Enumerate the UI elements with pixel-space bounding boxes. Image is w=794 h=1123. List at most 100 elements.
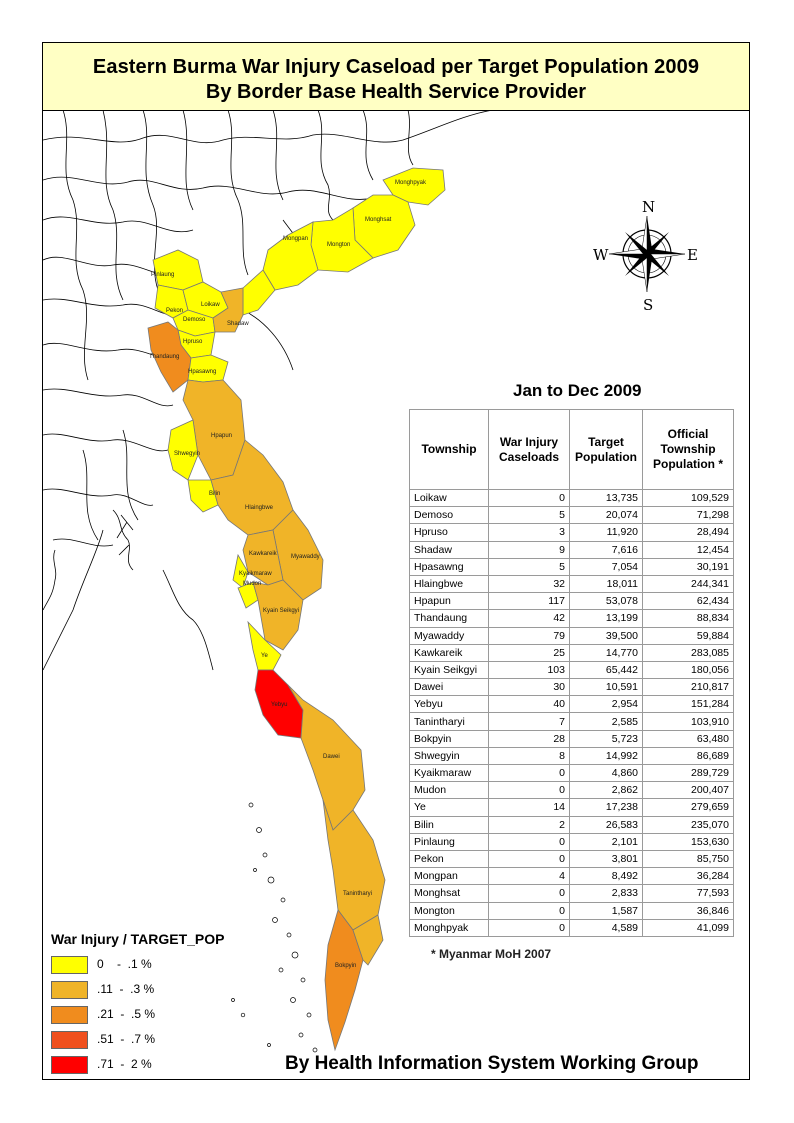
label-kyain-seikgyi: Kyain Seikgyi [263,608,299,614]
official-cell: 36,846 [642,901,734,920]
official-cell: 30,191 [642,557,734,576]
caseloads-cell: 30 [488,678,570,697]
target-cell: 65,442 [569,660,643,680]
target-cell: 18,011 [569,574,643,594]
compass-e: E [687,246,698,264]
target-cell: 11,920 [569,523,643,542]
township-mongpan [262,221,319,291]
township-cell: Kyain Seikgyi [409,660,489,680]
table-row: Loikaw 0 13,735 109,529 [409,488,734,508]
township-cell: Tanintharyi [409,712,489,731]
table-row: Hpasawng 5 7,054 30,191 [409,557,734,576]
caseloads-cell: 0 [488,832,570,851]
target-cell: 13,199 [569,609,643,628]
township-bokpyin-south-edge [352,914,384,966]
table-row: Bilin 2 26,583 235,070 [409,815,734,834]
label-monghsat: Monghsat [365,217,392,223]
target-cell: 8,492 [569,867,643,886]
label-kawkareik: Kawkareik [249,551,278,557]
township-cell: Thandaung [409,609,489,628]
legend-swatch [51,1031,88,1049]
official-cell: 180,056 [642,660,734,680]
caseloads-cell: 28 [488,729,570,748]
label-myawaddy: Myawaddy [291,554,320,560]
township-cell: Hlaingbwe [409,574,489,594]
caseloads-cell: 40 [488,695,570,714]
label-hpasawng: Hpasawng [188,369,216,375]
label-hlaingbwe: Hlaingbwe [245,505,274,511]
township-shadaw [212,287,244,333]
background-township-borders [43,110,494,671]
township-kyain-seikgyi [252,579,304,651]
township-cell: Pinlaung [409,832,489,851]
table-row: Shadaw 9 7,616 12,454 [409,540,734,559]
township-cell: Monghsat [409,884,489,903]
caseloads-cell: 8 [488,746,570,766]
township-cell: Demoso [409,506,489,525]
caseloads-cell: 14 [488,798,570,817]
table-row: Dawei 30 10,591 210,817 [409,678,734,697]
caseloads-cell: 5 [488,557,570,576]
label-shwegyin: Shwegyin [174,451,200,457]
label-bilin: Bilin [209,491,220,497]
label-mongpan: Mongpan [283,236,308,242]
official-cell: 200,407 [642,781,734,800]
target-cell: 7,616 [569,540,643,559]
township-cell: Bokpyin [409,729,489,748]
official-cell: 109,529 [642,488,734,508]
official-cell: 28,494 [642,523,734,542]
legend-label: .51 - .7 % [97,1032,156,1046]
official-cell: 279,659 [642,798,734,817]
table-row: Bokpyin 28 5,723 63,480 [409,729,734,748]
label-pekon: Pekon [166,308,183,314]
official-cell: 62,434 [642,592,734,611]
legend-swatch [51,981,88,999]
table-row: Hpapun 117 53,078 62,434 [409,592,734,611]
township-cell: Yebyu [409,695,489,714]
township-bilin [187,479,219,513]
target-cell: 2,833 [569,884,643,903]
table-body: Loikaw 0 13,735 109,529 Demoso 5 20,074 71,298 H… [409,488,734,937]
official-cell: 210,817 [642,678,734,697]
township-cell: Ye [409,798,489,817]
township-cell: Shwegyin [409,746,489,766]
township-cell: Myawaddy [409,626,489,645]
official-cell: 153,630 [642,832,734,851]
col-header-township: Township [409,409,489,490]
col-header-official: Official Township Population * [642,409,734,490]
label-mudon: Mudon [243,581,261,587]
township-cell: Mudon [409,781,489,800]
township-cell: Kawkareik [409,643,489,662]
township-cell: Loikaw [409,488,489,508]
label-hpruso: Hpruso [183,339,203,345]
table-footnote: * Myanmar MoH 2007 [431,947,552,961]
table-row: Monghpyak 0 4,589 41,099 [409,918,734,937]
township-cell: Pekon [409,849,489,869]
caseloads-cell: 117 [488,592,570,611]
compass-s: S [643,296,653,314]
table-row: Mongton 0 1,587 36,846 [409,901,734,920]
legend-label: .11 - .3 % [97,982,155,996]
official-cell: 77,593 [642,884,734,903]
table-row: Kyaikmaraw 0 4,860 289,729 [409,763,734,783]
label-loikaw: Loikaw [201,302,220,308]
caseloads-cell: 5 [488,506,570,525]
caseloads-cell: 103 [488,660,570,680]
table-row: Myawaddy 79 39,500 59,884 [409,626,734,645]
official-cell: 12,454 [642,540,734,559]
compass-n: N [642,198,655,216]
table-row: Mudon 0 2,862 200,407 [409,781,734,800]
legend-label: .21 - .5 % [97,1007,156,1021]
target-cell: 5,723 [569,729,643,748]
target-cell: 20,074 [569,506,643,525]
target-cell: 4,860 [569,763,643,783]
table-row: Yebyu 40 2,954 151,284 [409,695,734,714]
target-cell: 2,862 [569,781,643,800]
choropleth-map: Monghpyak Monghsat Mongpan Mongton Pinla… [43,110,698,1053]
table-row: Mongpan 4 8,492 36,284 [409,867,734,886]
township-pinlaung [152,249,204,291]
target-cell: 1,587 [569,901,643,920]
col-header-caseloads: War Injury Caseloads [488,409,570,490]
map-title: Eastern Burma War Injury Caseload per Ta… [92,56,700,78]
official-cell: 283,085 [642,643,734,662]
